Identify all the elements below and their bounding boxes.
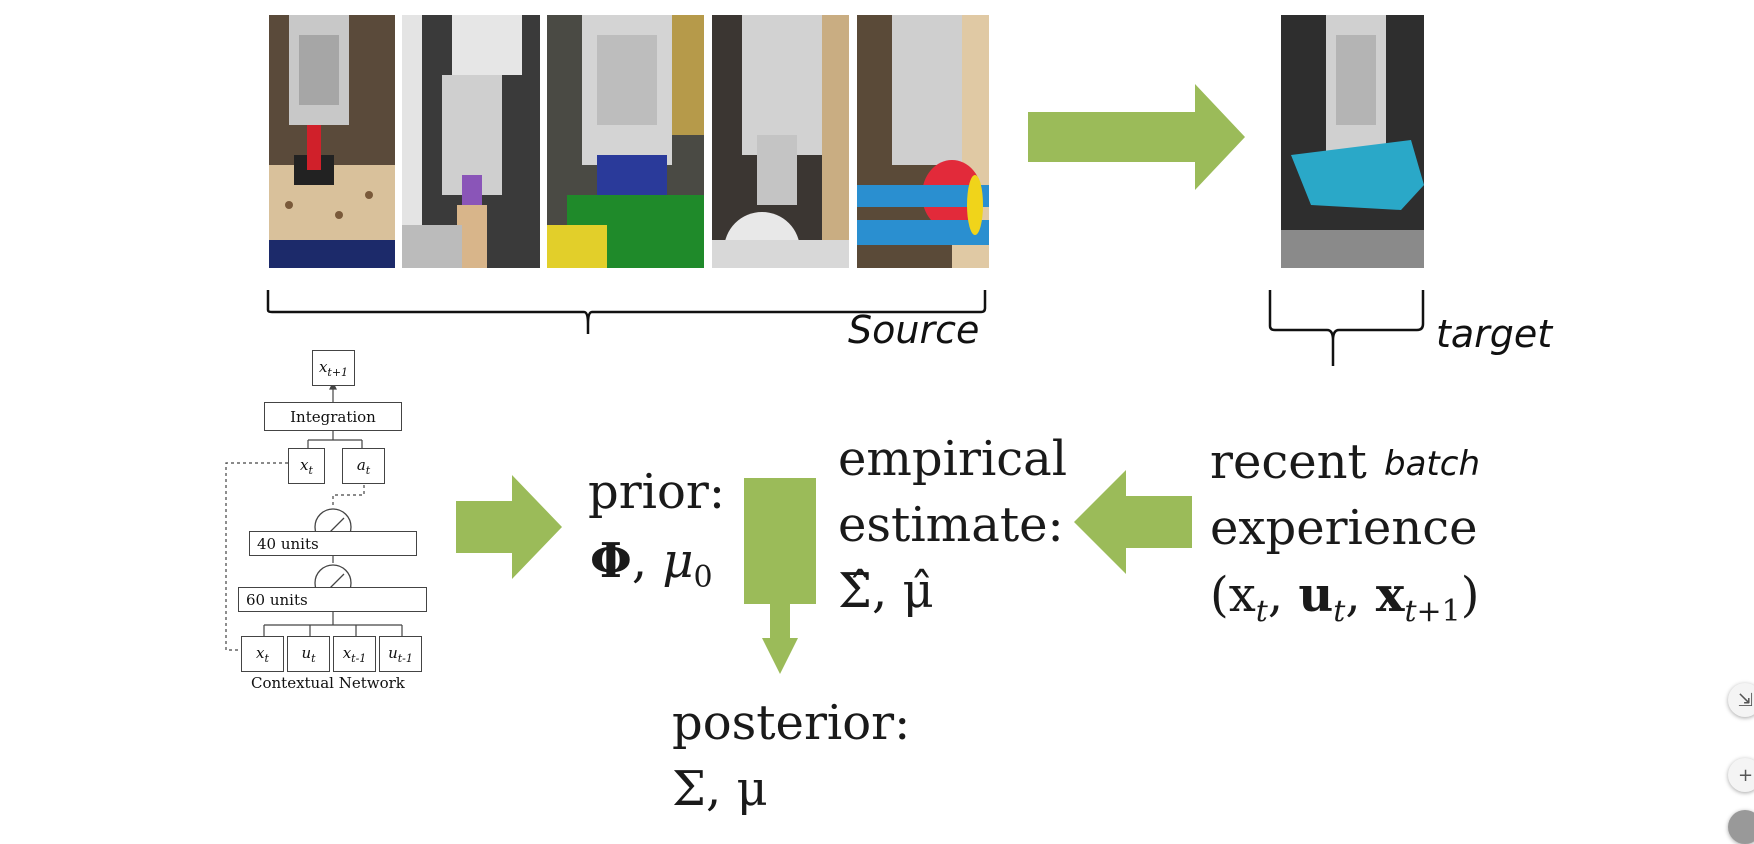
at-node: at [342,448,385,484]
prior-label: prior: [588,464,726,520]
layer-60-units: 60 units [238,587,427,612]
batch-label: batch [1384,444,1480,484]
source-photo-1 [269,15,395,268]
posterior-params: Σ, μ [672,761,768,817]
layer-40-units: 40 units [249,531,417,556]
target-label: target [1436,312,1553,356]
collapse-icon[interactable]: ⇲ [1728,683,1754,717]
target-photo [1281,15,1424,268]
input-node: ut-1 [379,636,422,672]
integration-box: Integration [264,402,402,431]
zoom-in-icon[interactable]: + [1728,758,1754,792]
source-photo-4 [712,15,849,268]
source-label: Source [848,308,980,352]
down-arrow-icon [744,478,816,674]
left-arrow-icon [1074,470,1192,574]
source-photo-3 [547,15,704,268]
input-node: ut [287,636,330,672]
empirical-params: Σ̂, μ̂ [838,563,934,619]
right-arrow-icon [1028,84,1245,190]
posterior-label: posterior: [672,695,911,751]
input-node: xt [241,636,284,672]
target-brace [1268,290,1425,366]
source-photo-5 [857,15,989,268]
recent-label: recent [1210,434,1367,490]
more-icon[interactable] [1728,810,1754,844]
input-node: xt-1 [333,636,376,672]
network-caption: Contextual Network [251,674,405,692]
xt-node: xt [288,448,325,484]
source-photo-2 [402,15,540,268]
empirical-label: empirical [838,431,1068,487]
right-arrow-icon [456,475,562,579]
experience-label: experience [1210,500,1478,556]
estimate-label: estimate: [838,497,1064,553]
network-wires [225,381,403,651]
output-node: xt+1 [312,350,355,386]
prior-params: Φ, μ0 [590,533,713,595]
experience-tuple: (xt, ut, xt+1) [1210,567,1480,629]
source-brace [266,290,987,334]
